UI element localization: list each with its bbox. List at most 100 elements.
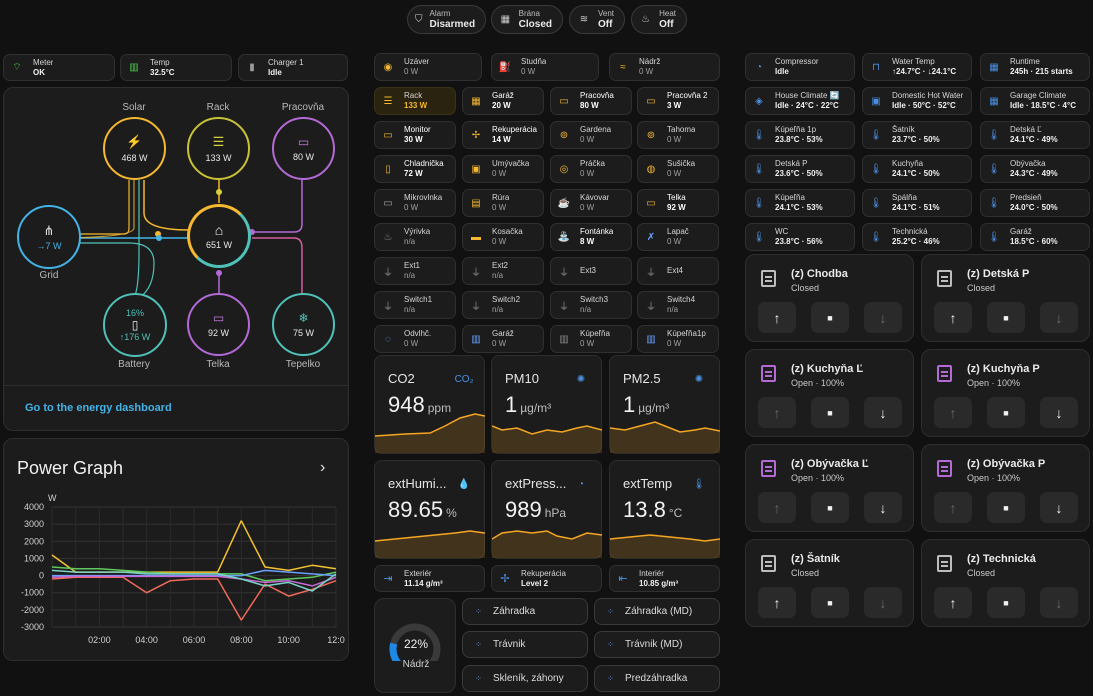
climate-tile-8[interactable]: 🌡 Detská Ľ 24.1°C · 49% xyxy=(980,121,1090,149)
sensor-card-3[interactable]: extHumi... 💧 89.65% xyxy=(374,460,485,559)
status-chip-2[interactable]: ▮ Charger 1 Idle xyxy=(238,54,348,81)
cover-stop-button[interactable]: ■ xyxy=(987,302,1025,333)
chevron-right-icon[interactable]: › xyxy=(320,459,326,476)
climate-tile-4[interactable]: ▣ Domestic Hot Water Idle · 50°C · 52°C xyxy=(862,87,972,115)
cover-open-button[interactable]: ↑ xyxy=(758,397,796,428)
climate-tile-12[interactable]: 🌡 Kúpeľňa 24.1°C · 53% xyxy=(745,189,855,217)
power-tile-20[interactable]: ▬ Kosačka 0 W xyxy=(462,223,544,251)
power-tile-21[interactable]: ⛲ Fontánka 8 W xyxy=(550,223,632,251)
power-tile-23[interactable]: ⏚ Ext1 n/a xyxy=(374,257,456,285)
power-tile-24[interactable]: ⏚ Ext2 n/a xyxy=(462,257,544,285)
cover-stop-button[interactable]: ■ xyxy=(811,302,849,333)
climate-tile-7[interactable]: 🌡 Šatník 23.7°C · 50% xyxy=(862,121,972,149)
sensor-card-5[interactable]: extTemp 🌡 13.8 °C xyxy=(609,460,720,559)
climate-tile-6[interactable]: 🌡 Kúpeľňa 1p 23.8°C · 53% xyxy=(745,121,855,149)
power-tile-30[interactable]: ⏚ Switch4 n/a xyxy=(637,291,719,319)
power-tile-0[interactable]: ◉ Uzáver 0 W xyxy=(374,53,482,81)
sprinkler-button-3[interactable]: ⁘ Trávnik (MD) xyxy=(594,631,720,658)
climate-tile-1[interactable]: ⊓ Water Temp ↑24.7°C · ↓24.1°C xyxy=(862,53,972,81)
cover-stop-button[interactable]: ■ xyxy=(811,397,849,428)
cover-stop-button[interactable]: ■ xyxy=(987,587,1025,618)
vent-tile-2[interactable]: ⇤ Interiér 10.85 g/m³ xyxy=(609,565,720,592)
sprinkler-button-2[interactable]: ⁘ Trávnik xyxy=(462,631,588,658)
climate-tile-16[interactable]: 🌡 Technická 25.2°C · 46% xyxy=(862,223,972,251)
cover-open-button[interactable]: ↑ xyxy=(934,302,972,333)
sprinkler-button-1[interactable]: ⁘ Záhradka (MD) xyxy=(594,598,720,625)
climate-tile-17[interactable]: 🌡 Garáž 18.5°C · 60% xyxy=(980,223,1090,251)
power-tile-31[interactable]: ◌ Odvlhč. 0 W xyxy=(374,325,456,353)
sensor-card-2[interactable]: PM2.5 ✺ 1 µg/m³ xyxy=(609,355,720,454)
header-chip-heat[interactable]: ♨ Heat Off xyxy=(631,5,687,34)
cover-close-button[interactable]: ↓ xyxy=(864,492,902,523)
sprinkler-button-0[interactable]: ⁘ Záhradka xyxy=(462,598,588,625)
power-tile-13[interactable]: ◎ Práčka 0 W xyxy=(550,155,632,183)
cover-open-button[interactable]: ↑ xyxy=(758,587,796,618)
power-tile-32[interactable]: ▥ Garáž 0 W xyxy=(462,325,544,353)
cover-card-6[interactable]: (z) Šatník Closed ↑ ■ ↓ xyxy=(745,539,914,627)
climate-tile-14[interactable]: 🌡 Predsieň 24.0°C · 50% xyxy=(980,189,1090,217)
cover-card-0[interactable]: (z) Chodba Closed ↑ ■ ↓ xyxy=(745,254,914,342)
power-tile-8[interactable]: ✢ Rekuperácia 14 W xyxy=(462,121,544,149)
cover-close-button[interactable]: ↓ xyxy=(1040,397,1078,428)
sprinkler-button-5[interactable]: ⁘ Predzáhradka xyxy=(594,665,720,692)
cover-open-button[interactable]: ↑ xyxy=(934,397,972,428)
power-tile-4[interactable]: ▦ Garáž 20 W xyxy=(462,87,544,115)
power-tile-2[interactable]: ≈ Nádrž 0 W xyxy=(609,53,720,81)
header-chip-brána[interactable]: ▦ Brána Closed xyxy=(491,5,563,34)
cover-card-1[interactable]: (z) Detská P Closed ↑ ■ ↓ xyxy=(921,254,1090,342)
power-tile-1[interactable]: ⛽ Studňa 0 W xyxy=(491,53,599,81)
power-tile-26[interactable]: ⏚ Ext4 xyxy=(637,257,719,285)
tank-card[interactable]: 22% Nádrž xyxy=(374,598,456,693)
cover-close-button[interactable]: ↓ xyxy=(1040,587,1078,618)
power-tile-33[interactable]: ▥ Kúpeľňa 0 W xyxy=(550,325,632,353)
power-tile-34[interactable]: ▥ Kúpeľňa1p 0 W xyxy=(637,325,719,353)
power-tile-11[interactable]: ▯ Chladnička 72 W xyxy=(374,155,456,183)
cover-open-button[interactable]: ↑ xyxy=(758,492,796,523)
cover-stop-button[interactable]: ■ xyxy=(811,587,849,618)
cover-close-button[interactable]: ↓ xyxy=(864,302,902,333)
climate-tile-13[interactable]: 🌡 Spálňa 24.1°C · 51% xyxy=(862,189,972,217)
climate-tile-10[interactable]: 🌡 Kuchyňa 24.1°C · 50% xyxy=(862,155,972,183)
cover-stop-button[interactable]: ■ xyxy=(987,492,1025,523)
battery-node[interactable]: 16% ▯ ↑176 W xyxy=(103,293,167,357)
cover-close-button[interactable]: ↓ xyxy=(864,587,902,618)
cover-card-4[interactable]: (z) Obývačka Ľ Open · 100% ↑ ■ ↓ xyxy=(745,444,914,532)
climate-tile-11[interactable]: 🌡 Obývačka 24.3°C · 49% xyxy=(980,155,1090,183)
cover-stop-button[interactable]: ■ xyxy=(987,397,1025,428)
power-tile-27[interactable]: ⏚ Switch1 n/a xyxy=(374,291,456,319)
rack-node[interactable]: ☰ 133 W xyxy=(187,117,250,180)
power-tile-14[interactable]: ◍ Sušička 0 W xyxy=(637,155,719,183)
climate-tile-9[interactable]: 🌡 Detská P 23.6°C · 50% xyxy=(745,155,855,183)
cover-stop-button[interactable]: ■ xyxy=(811,492,849,523)
power-tile-9[interactable]: ⊚ Gardena 0 W xyxy=(550,121,632,149)
cover-card-7[interactable]: (z) Technická Closed ↑ ■ ↓ xyxy=(921,539,1090,627)
header-chip-alarm[interactable]: ⛉ Alarm Disarmed xyxy=(407,5,486,34)
cover-card-3[interactable]: (z) Kuchyňa P Open · 100% ↑ ■ ↓ xyxy=(921,349,1090,437)
power-tile-28[interactable]: ⏚ Switch2 n/a xyxy=(462,291,544,319)
home-node[interactable]: ⌂ 651 W xyxy=(187,204,251,268)
power-tile-25[interactable]: ⏚ Ext3 xyxy=(550,257,632,285)
energy-dashboard-link[interactable]: Go to the energy dashboard xyxy=(25,402,172,414)
vent-tile-1[interactable]: ✢ Rekuperácia Level 2 xyxy=(491,565,602,592)
power-tile-19[interactable]: ♨ Výrivka n/a xyxy=(374,223,456,251)
sensor-card-0[interactable]: CO2 CO₂ 948 ppm xyxy=(374,355,485,454)
status-chip-1[interactable]: ▥ Temp 32.5°C xyxy=(120,54,232,81)
power-tile-5[interactable]: ▭ Pracovňa 80 W xyxy=(550,87,632,115)
power-tile-3[interactable]: ☰ Rack 133 W xyxy=(374,87,456,115)
status-chip-0[interactable]: ⌔ Meter OK xyxy=(3,54,115,81)
climate-tile-0[interactable]: ◔ Compressor Idle xyxy=(745,53,855,81)
climate-tile-5[interactable]: ▦ Garage Climate Idle · 18.5°C · 4°C xyxy=(980,87,1090,115)
power-tile-10[interactable]: ⊚ Tahoma 0 W xyxy=(637,121,719,149)
power-tile-12[interactable]: ▣ Umývačka 0 W xyxy=(462,155,544,183)
sensor-card-4[interactable]: extPress... ◔ 989 hPa xyxy=(491,460,602,559)
climate-tile-2[interactable]: ▦ Runtime 245h · 215 starts xyxy=(980,53,1090,81)
cover-close-button[interactable]: ↓ xyxy=(864,397,902,428)
cover-open-button[interactable]: ↑ xyxy=(758,302,796,333)
cover-close-button[interactable]: ↓ xyxy=(1040,302,1078,333)
solar-node[interactable]: ⚡ 468 W xyxy=(103,117,166,180)
vent-tile-0[interactable]: ⇥ Exteriér 11.14 g/m³ xyxy=(374,565,485,592)
pracovna-node[interactable]: ▭ 80 W xyxy=(272,117,335,180)
power-tile-16[interactable]: ▤ Rúra 0 W xyxy=(462,189,544,217)
climate-tile-15[interactable]: 🌡 WC 23.8°C · 56% xyxy=(745,223,855,251)
